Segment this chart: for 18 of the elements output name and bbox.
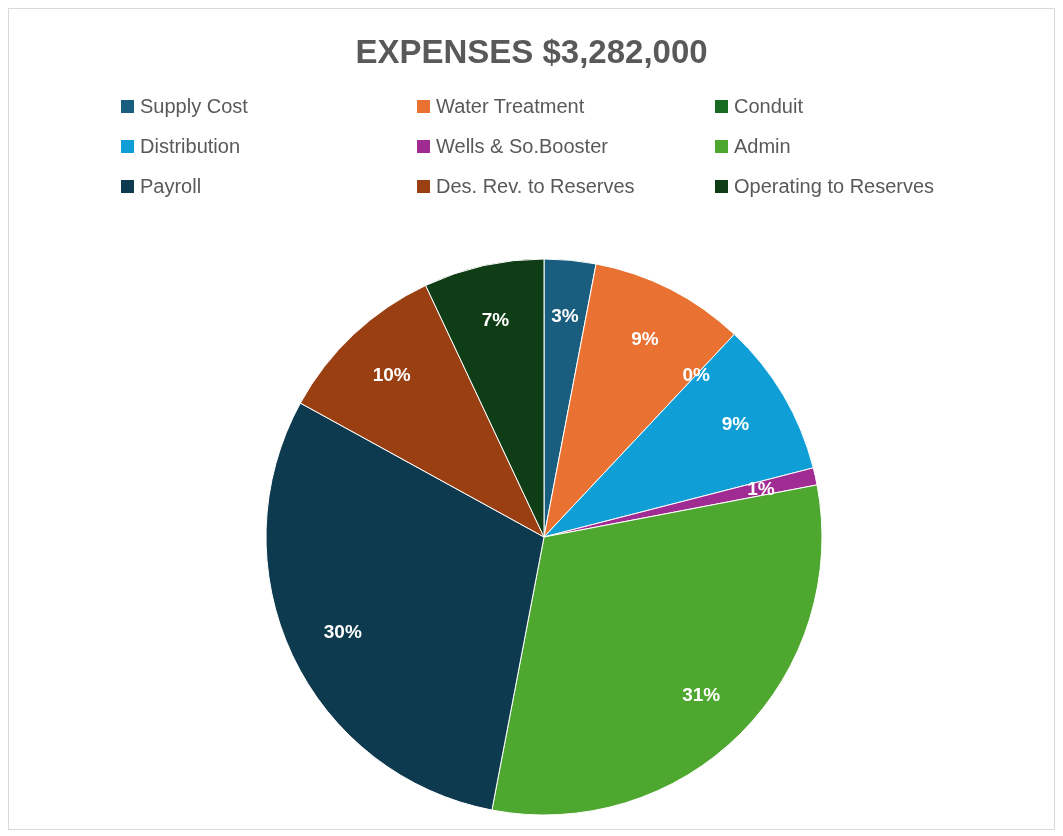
legend-label: Admin — [734, 134, 791, 158]
chart-title: EXPENSES $3,282,000 — [354, 33, 709, 71]
legend-label: Payroll — [140, 174, 202, 198]
data-label: 10% — [372, 364, 411, 386]
data-label: 9% — [631, 328, 659, 350]
data-label: 3% — [551, 305, 579, 327]
legend-label: Conduit — [734, 94, 803, 118]
legend-label: Operating to Reserves — [734, 174, 935, 198]
data-label: 30% — [323, 621, 362, 643]
legend-label: Water Treatment — [436, 94, 585, 118]
data-label: 9% — [721, 413, 750, 435]
data-label: 1% — [747, 477, 775, 499]
data-label: 31% — [682, 683, 721, 705]
legend-label: Supply Cost — [140, 94, 248, 118]
legend-label: Distribution — [140, 134, 241, 158]
data-label: 7% — [481, 309, 510, 331]
legend-label: Des. Rev. to Reserves — [436, 174, 635, 198]
legend-label: Wells & So.Booster — [436, 134, 608, 158]
